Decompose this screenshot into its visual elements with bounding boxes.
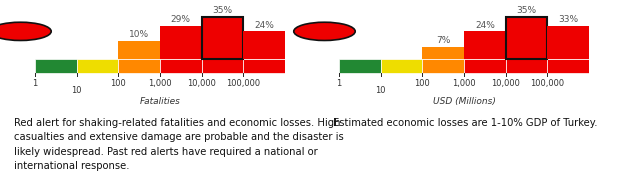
Text: 100: 100 <box>415 79 430 88</box>
Text: 10,000: 10,000 <box>491 79 520 88</box>
Bar <box>243 32 285 59</box>
Text: 10: 10 <box>376 86 386 95</box>
Text: Fatalities: Fatalities <box>140 97 180 106</box>
Text: 35%: 35% <box>212 6 232 15</box>
Bar <box>35 59 77 73</box>
Bar <box>77 59 118 73</box>
Text: USD (Millions): USD (Millions) <box>433 97 495 106</box>
Bar <box>243 59 285 73</box>
Bar <box>339 59 381 73</box>
Bar <box>464 59 506 73</box>
Bar <box>506 17 547 59</box>
Bar <box>160 26 202 59</box>
Text: 1,000: 1,000 <box>148 79 172 88</box>
Text: 33%: 33% <box>558 15 578 24</box>
Text: Red alert for shaking-related fatalities and economic losses. High
casualties an: Red alert for shaking-related fatalities… <box>14 118 344 171</box>
Text: 100,000: 100,000 <box>226 79 260 88</box>
Text: 1: 1 <box>337 79 342 88</box>
Bar <box>160 59 202 73</box>
Text: 1: 1 <box>33 79 38 88</box>
Text: 100,000: 100,000 <box>530 79 564 88</box>
Bar <box>202 17 243 59</box>
Text: 35%: 35% <box>516 6 536 15</box>
Bar <box>118 59 160 73</box>
Text: 100: 100 <box>111 79 126 88</box>
Bar <box>422 47 464 59</box>
Text: Estimated economic losses are 1-10% GDP of Turkey.: Estimated economic losses are 1-10% GDP … <box>333 118 597 128</box>
Text: 10,000: 10,000 <box>187 79 216 88</box>
Bar <box>464 32 506 59</box>
Bar <box>506 59 547 73</box>
Bar <box>118 41 160 59</box>
Bar <box>202 59 243 73</box>
Text: 24%: 24% <box>254 21 274 30</box>
Bar <box>381 59 422 73</box>
Bar <box>422 59 464 73</box>
Text: 1,000: 1,000 <box>452 79 476 88</box>
Text: 10%: 10% <box>129 30 149 39</box>
Text: 7%: 7% <box>436 36 451 45</box>
Text: 24%: 24% <box>475 21 495 30</box>
Text: 10: 10 <box>72 86 82 95</box>
Bar <box>547 26 589 59</box>
Text: 29%: 29% <box>171 15 191 24</box>
Bar <box>547 59 589 73</box>
